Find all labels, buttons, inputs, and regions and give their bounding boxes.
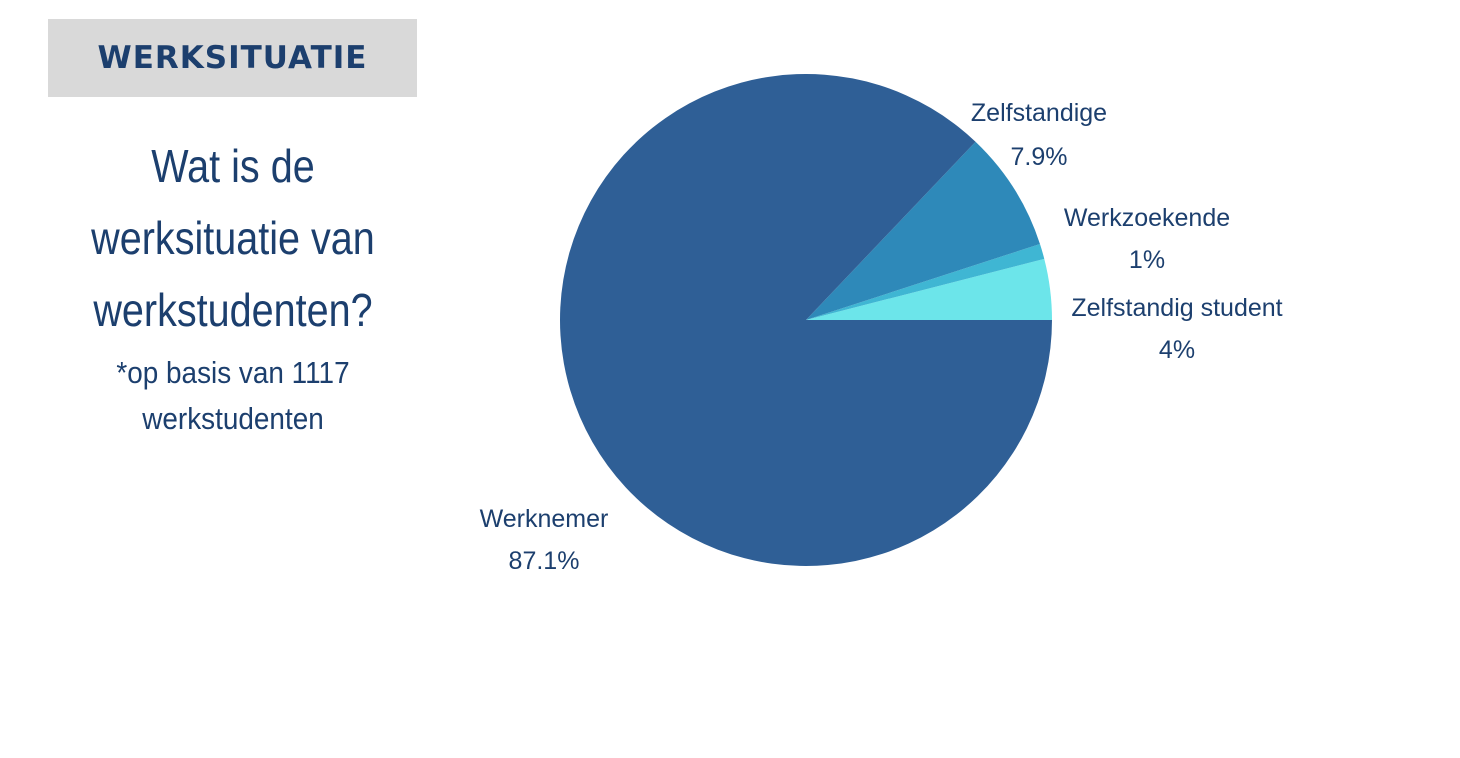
question-title-line: werksituatie van bbox=[91, 212, 375, 264]
slice-label: Zelfstandige bbox=[971, 99, 1107, 127]
question-block: Wat is de werksituatie van werkstudenten… bbox=[40, 130, 426, 442]
section-tag: WERKSITUATIE bbox=[48, 19, 417, 97]
slice-label: Zelfstandig student bbox=[1071, 294, 1282, 322]
pie-slice-werkzoekende bbox=[806, 243, 1045, 320]
sample-note-line: *op basis van 1117 bbox=[116, 355, 350, 390]
slice-value-label: 4% bbox=[1159, 336, 1195, 364]
pie-slice-zelfstandig-student bbox=[806, 258, 1052, 320]
slice-value-label: 1% bbox=[1129, 246, 1165, 274]
slice-label: Werknemer bbox=[480, 505, 609, 533]
pie-slice-zelfstandige bbox=[806, 141, 1040, 320]
slice-value-label: 7.9% bbox=[1011, 143, 1068, 171]
sample-note-line: werkstudenten bbox=[142, 401, 324, 436]
slice-label: Werkzoekende bbox=[1064, 204, 1230, 232]
section-tag-label: WERKSITUATIE bbox=[97, 40, 368, 76]
question-title: Wat is de werksituatie van werkstudenten… bbox=[67, 130, 399, 346]
pie-slice-werknemer bbox=[559, 73, 1052, 567]
slice-value-label: 87.1% bbox=[509, 547, 580, 575]
question-title-line: Wat is de bbox=[151, 140, 315, 192]
question-title-line: werkstudenten? bbox=[93, 284, 373, 336]
sample-note: *op basis van 1117 werkstudenten bbox=[59, 350, 406, 442]
